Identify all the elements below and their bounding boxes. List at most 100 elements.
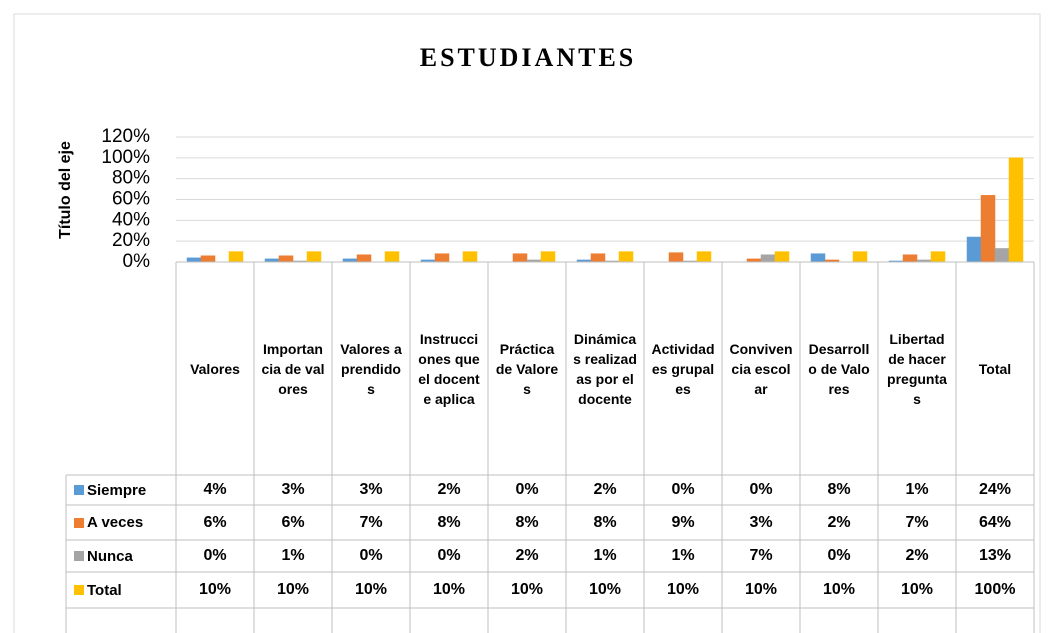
legend-key [74, 517, 84, 528]
legend-key [74, 485, 84, 495]
table-value: 100% [974, 581, 1016, 598]
bar [462, 251, 478, 263]
chart-title: ESTUDIANTES [420, 43, 637, 72]
table-value: 0% [203, 547, 227, 564]
column-header: Valores [190, 360, 240, 377]
table-value: 10% [198, 581, 232, 598]
bar [774, 251, 790, 263]
table-value: 64% [978, 513, 1012, 531]
table-value: 10% [354, 581, 388, 598]
table-value: 3% [359, 481, 383, 498]
table-value: 3% [749, 513, 773, 531]
column-header: Práctica de Valores [495, 340, 559, 397]
y-tick-label: 100% [101, 147, 150, 168]
column-header: Convivencia escolar [729, 340, 793, 397]
legend-entry: Nunca [66, 540, 176, 572]
legend-label: A veces [87, 514, 144, 531]
bar [618, 251, 634, 263]
table-value: 1% [281, 547, 305, 564]
table-value: 24% [978, 481, 1012, 498]
table-value: 10% [900, 581, 934, 598]
bar [760, 254, 776, 263]
legend-label: Total [87, 581, 122, 599]
legend-entry: Siempre [66, 475, 176, 505]
table-value: 7% [749, 547, 773, 564]
table-value: 8% [593, 513, 617, 531]
table-value: 10% [666, 581, 700, 598]
legend-entry: Total [66, 572, 176, 608]
table-value: 2% [515, 547, 539, 564]
table-value: 2% [593, 481, 617, 498]
bar [966, 236, 982, 263]
bar [980, 195, 996, 263]
bar [512, 253, 528, 263]
bar [696, 251, 712, 263]
legend-key [74, 585, 84, 595]
column-header: Dinámicas realizadas por el docente [573, 330, 637, 407]
table-value: 10% [744, 581, 778, 598]
bar [994, 248, 1010, 263]
table-value: 8% [437, 513, 461, 531]
y-tick-label: 20% [112, 230, 150, 251]
bar [902, 254, 918, 263]
table-value: 13% [978, 547, 1012, 564]
bar [384, 251, 400, 263]
column-header: Valores aprendidos [340, 340, 402, 397]
y-tick-label: 120% [101, 126, 150, 147]
y-tick-label: 60% [112, 189, 150, 210]
table-value: 4% [203, 481, 227, 498]
table-value: 0% [827, 547, 851, 564]
table-value: 1% [593, 547, 617, 564]
table-value: 10% [510, 581, 544, 598]
table-value: 7% [359, 513, 383, 531]
y-tick-label: 40% [112, 209, 150, 230]
table-value: 0% [671, 481, 695, 498]
bar [228, 251, 244, 263]
bar [810, 253, 826, 263]
y-tick-label: 80% [112, 168, 150, 189]
table-value: 0% [359, 547, 383, 564]
bar [930, 251, 946, 263]
table-value: 0% [749, 481, 773, 498]
chart-frame [13, 13, 1041, 633]
column-header: Importancia de valores [261, 340, 325, 397]
bar [590, 253, 606, 263]
table-value: 8% [515, 513, 539, 531]
table-value: 7% [905, 513, 929, 531]
column-header: Instrucciones que el docente aplica [418, 330, 480, 407]
y-tick-label: 0% [123, 251, 151, 272]
column-header: Libertad de hacer preguntas [887, 330, 947, 407]
table-value: 1% [905, 481, 929, 498]
bar [540, 251, 556, 263]
bar [668, 252, 684, 263]
table-value: 2% [905, 547, 929, 564]
bar [356, 254, 372, 263]
bar [852, 251, 868, 263]
table-value: 9% [671, 513, 695, 531]
legend-label: Nunca [87, 547, 133, 565]
table-value: 0% [437, 547, 461, 564]
table-value: 10% [822, 581, 856, 598]
table-value: 6% [203, 513, 227, 531]
bar [306, 251, 322, 263]
table-value: 10% [276, 581, 310, 598]
legend-entry: A veces [66, 505, 176, 540]
table-value: 2% [437, 481, 461, 498]
table-value: 2% [827, 513, 851, 531]
table-value: 1% [671, 547, 695, 564]
bar [434, 253, 450, 263]
table-value: 10% [588, 581, 622, 598]
table-value: 10% [432, 581, 466, 598]
table-value: 3% [281, 481, 305, 498]
legend-label: Siempre [87, 481, 147, 499]
bar [1008, 157, 1024, 263]
table-value: 0% [515, 481, 539, 498]
y-axis-label: Título del eje [57, 141, 74, 239]
table-value: 8% [827, 481, 851, 498]
legend-key [74, 551, 84, 561]
column-header: Total [978, 360, 1012, 377]
column-header: Desarrollo de Valores [808, 340, 870, 397]
column-header: Actividades grupales [651, 340, 715, 397]
